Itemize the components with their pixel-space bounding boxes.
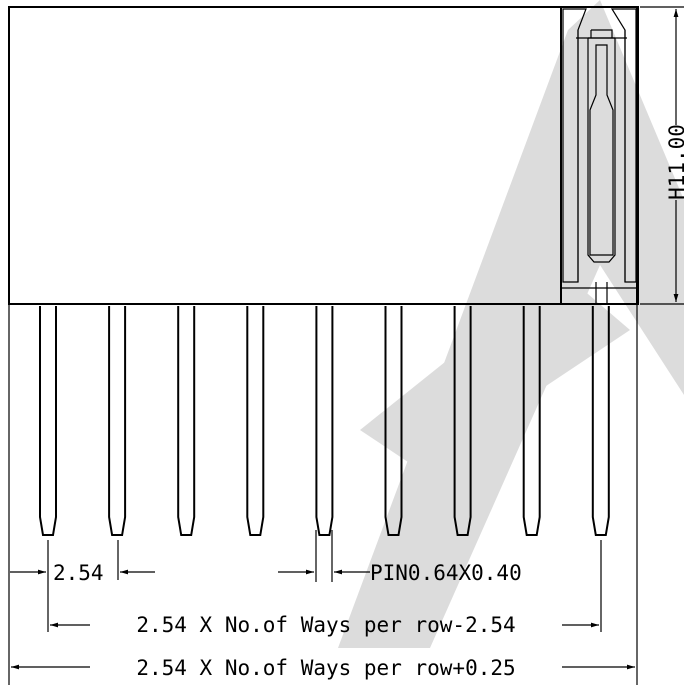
height-label: H11.00 [665, 124, 684, 200]
pin [522, 306, 541, 536]
watermark-logo [338, 0, 684, 648]
pitch-label: 2.54 [53, 561, 104, 585]
pin [39, 306, 57, 536]
pin [108, 306, 127, 536]
height-dimension: H11.00 [640, 6, 684, 305]
pin [453, 306, 472, 536]
inner-span-dimension: 2.54 X No.of Ways per row-2.54 [50, 540, 602, 637]
pin [315, 306, 334, 536]
inner-span-label: 2.54 X No.of Ways per row-2.54 [136, 613, 515, 637]
pin [384, 306, 403, 536]
pin-size-label: PIN0.64X0.40 [370, 561, 522, 585]
pin-size-dimension: PIN0.64X0.40 [278, 530, 522, 585]
contact-section-view [560, 6, 639, 305]
outer-span-label: 2.54 X No.of Ways per row+0.25 [136, 656, 515, 680]
outer-span-dimension: 2.54 X No.of Ways per row+0.25 [8, 304, 638, 685]
pitch-dimension: 2.54 [10, 540, 155, 632]
pin-row [39, 306, 610, 536]
pin [246, 306, 265, 536]
pin [177, 306, 196, 536]
pin [591, 306, 610, 536]
